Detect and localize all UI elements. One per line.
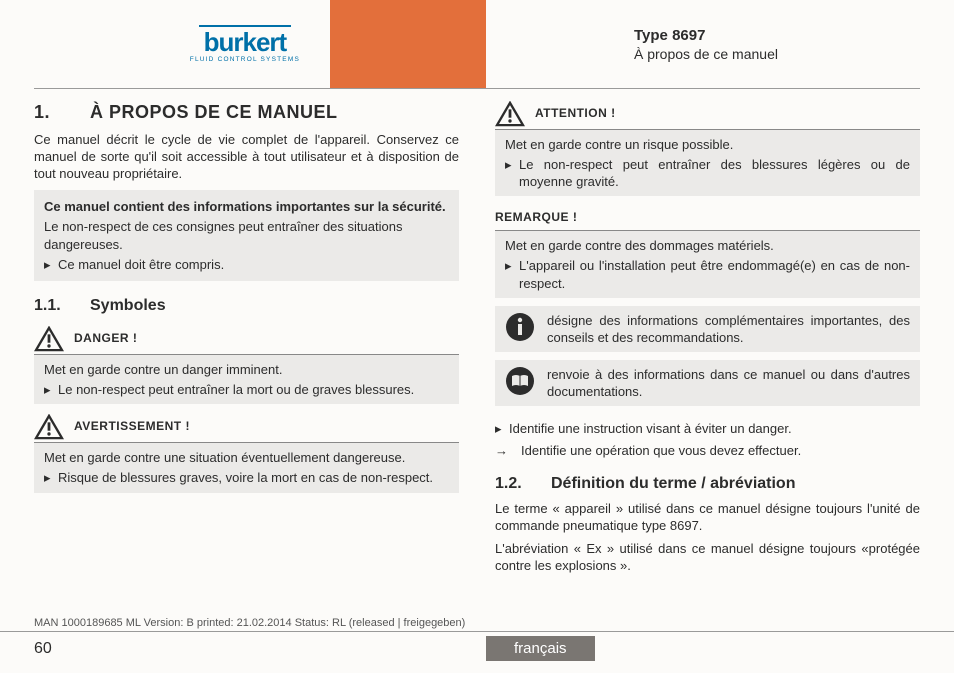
attention-bullet: ▸ Le non-respect peut entraîner des bles… xyxy=(505,156,910,190)
arrow-icon: → xyxy=(495,442,521,459)
info-note-row: désigne des informations complémentaires… xyxy=(495,306,920,352)
product-type: Type 8697 xyxy=(634,27,894,44)
warning-bullet: ▸ Risque de blessures graves, voire la m… xyxy=(44,469,449,486)
bullet-text: L'appareil ou l'installation peut être e… xyxy=(519,257,910,291)
left-column: 1. À PROPOS DE CE MANUEL Ce manuel décri… xyxy=(34,101,459,580)
subsection-number: 1.2. xyxy=(495,473,551,494)
danger-header: DANGER ! xyxy=(34,326,459,352)
remarque-label: REMARQUE ! xyxy=(495,210,920,226)
warning-block: AVERTISSEMENT ! Met en garde contre une … xyxy=(34,414,459,492)
info-icon xyxy=(505,312,535,342)
header-left: burkert FLUID CONTROL SYSTEMS xyxy=(0,0,330,88)
section-1-2-heading: 1.2. Définition du terme / abréviation xyxy=(495,473,920,494)
bullet-text: Risque de blessures graves, voire la mor… xyxy=(58,469,433,486)
definition-p1: Le terme « appareil » utilisé dans ce ma… xyxy=(495,500,920,534)
logo-text: burkert xyxy=(204,29,287,55)
logo-subtitle: FLUID CONTROL SYSTEMS xyxy=(190,56,300,63)
bullet-icon: ▸ xyxy=(495,420,509,437)
info-text: désigne des informations complémentaires… xyxy=(547,312,910,346)
danger-title: Met en garde contre un danger imminent. xyxy=(44,361,449,378)
orange-accent xyxy=(330,0,486,88)
section-1-heading: 1. À PROPOS DE CE MANUEL xyxy=(34,101,459,125)
warning-title: Met en garde contre une situation éventu… xyxy=(44,449,449,466)
warning-triangle-icon xyxy=(495,101,525,127)
bullet-icon: ▸ xyxy=(44,469,58,486)
bullet-text: Le non-respect peut entraîner la mort ou… xyxy=(58,381,414,398)
safety-box-title: Ce manuel contient des informations impo… xyxy=(44,198,449,215)
bullet-icon: ▸ xyxy=(44,256,58,273)
footer-metadata: MAN 1000189685 ML Version: B printed: 21… xyxy=(0,617,954,632)
danger-body: Met en garde contre un danger imminent. … xyxy=(34,354,459,404)
attention-title: Met en garde contre un risque possible. xyxy=(505,136,910,153)
section-title: À PROPOS DE CE MANUEL xyxy=(90,101,338,125)
bullet-text: Le non-respect peut entraîner des blessu… xyxy=(519,156,910,190)
safety-box-body: Le non-respect de ces consignes peut ent… xyxy=(44,218,449,252)
warning-triangle-icon xyxy=(34,414,64,440)
danger-bullet: ▸ Le non-respect peut entraîner la mort … xyxy=(44,381,449,398)
subsection-title: Définition du terme / abréviation xyxy=(551,473,795,494)
header-subtitle: À propos de ce manuel xyxy=(634,46,894,62)
footer-bar: 60 français xyxy=(0,636,954,673)
book-icon xyxy=(505,366,535,396)
bullet-icon: ▸ xyxy=(505,156,519,190)
legend-bullet-row: ▸ Identifie une instruction visant à évi… xyxy=(495,420,920,437)
page-footer: MAN 1000189685 ML Version: B printed: 21… xyxy=(0,617,954,673)
remarque-body: Met en garde contre des dommages matérie… xyxy=(495,230,920,297)
warning-triangle-icon xyxy=(34,326,64,352)
intro-paragraph: Ce manuel décrit le cycle de vie complet… xyxy=(34,131,459,182)
reference-note-row: renvoie à des informations dans ce manue… xyxy=(495,360,920,406)
attention-body: Met en garde contre un risque possible. … xyxy=(495,129,920,196)
burkert-logo: burkert FLUID CONTROL SYSTEMS xyxy=(190,25,300,63)
bullet-icon: ▸ xyxy=(44,381,58,398)
remarque-bullet: ▸ L'appareil ou l'installation peut être… xyxy=(505,257,910,291)
definition-p2: L'abréviation « Ex » utilisé dans ce man… xyxy=(495,540,920,574)
remarque-title: Met en garde contre des dommages matérie… xyxy=(505,237,910,254)
subsection-title: Symboles xyxy=(90,295,166,316)
attention-block: ATTENTION ! Met en garde contre un risqu… xyxy=(495,101,920,196)
page-header: burkert FLUID CONTROL SYSTEMS Type 8697 … xyxy=(0,0,954,88)
section-1-1-heading: 1.1. Symboles xyxy=(34,295,459,316)
legend-arrow-row: → Identifie une opération que vous devez… xyxy=(495,442,920,459)
subsection-number: 1.1. xyxy=(34,295,90,316)
header-right: Type 8697 À propos de ce manuel xyxy=(486,0,894,88)
warning-header: AVERTISSEMENT ! xyxy=(34,414,459,440)
instruction-legend: ▸ Identifie une instruction visant à évi… xyxy=(495,420,920,458)
warning-label: AVERTISSEMENT ! xyxy=(74,419,190,435)
section-number: 1. xyxy=(34,101,90,125)
legend-arrow-text: Identifie une opération que vous devez e… xyxy=(521,442,801,459)
safety-box-bullet: ▸ Ce manuel doit être compris. xyxy=(44,256,449,273)
language-tab: français xyxy=(486,636,595,661)
safety-info-box: Ce manuel contient des informations impo… xyxy=(34,190,459,281)
bullet-text: Ce manuel doit être compris. xyxy=(58,256,224,273)
bullet-icon: ▸ xyxy=(505,257,519,291)
right-column: ATTENTION ! Met en garde contre un risqu… xyxy=(495,101,920,580)
attention-header: ATTENTION ! xyxy=(495,101,920,127)
reference-text: renvoie à des informations dans ce manue… xyxy=(547,366,910,400)
page-number: 60 xyxy=(34,640,486,658)
legend-bullet-text: Identifie une instruction visant à évite… xyxy=(509,420,792,437)
danger-label: DANGER ! xyxy=(74,331,137,347)
danger-block: DANGER ! Met en garde contre un danger i… xyxy=(34,326,459,404)
content-area: 1. À PROPOS DE CE MANUEL Ce manuel décri… xyxy=(0,89,954,580)
attention-label: ATTENTION ! xyxy=(535,106,616,122)
warning-body: Met en garde contre une situation éventu… xyxy=(34,442,459,492)
